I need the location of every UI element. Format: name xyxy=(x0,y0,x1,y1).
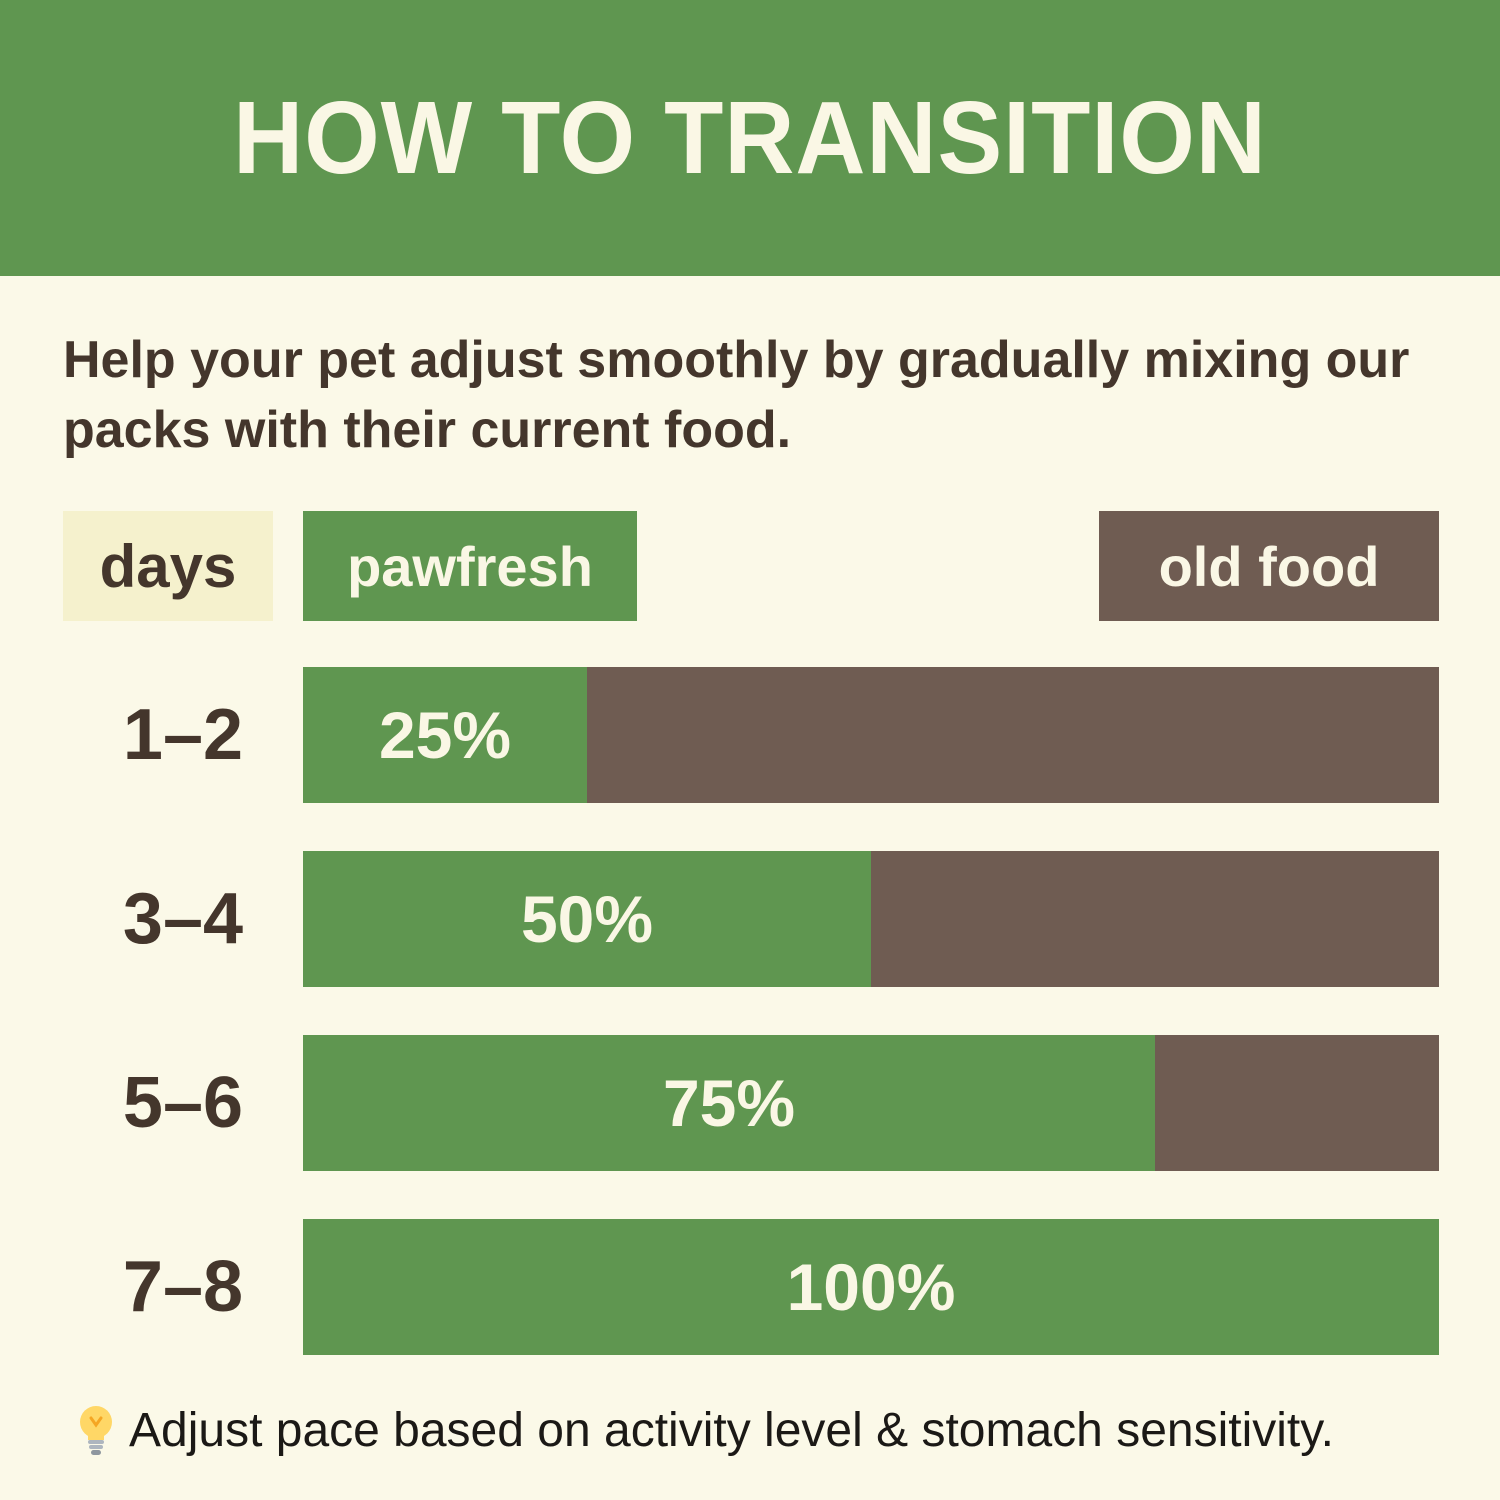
page-title: HOW TO TRANSITION xyxy=(233,79,1267,196)
transition-row: 1–2 25% xyxy=(63,667,1439,804)
pawfresh-bar-segment: 75% xyxy=(303,1035,1155,1172)
oldfood-bar-segment: 100% xyxy=(303,1219,1439,1356)
pawfresh-bar-segment: 25% xyxy=(303,667,587,804)
day-range-label: 7–8 xyxy=(122,1247,244,1328)
transition-row: 7–8 100% xyxy=(63,1219,1439,1356)
oldfood-bar-segment: 50% xyxy=(303,851,1439,988)
footer-note: Adjust pace based on activity level & st… xyxy=(73,1403,1439,1458)
oldfood-bar-segment: 25% xyxy=(303,667,1439,804)
header-band: HOW TO TRANSITION xyxy=(0,0,1500,276)
legend-pawfresh-label: pawfresh xyxy=(347,534,593,598)
pawfresh-bar-segment: 100% xyxy=(303,1219,1439,1356)
legend-row: days pawfresh old food xyxy=(63,511,1439,622)
footer-note-text: Adjust pace based on activity level & st… xyxy=(129,1404,1335,1458)
percent-label: 100% xyxy=(786,1250,956,1325)
percent-label: 50% xyxy=(520,882,654,957)
lightbulb-icon xyxy=(80,1405,112,1455)
legend-pawfresh-badge: pawfresh xyxy=(303,511,637,622)
transition-row: 3–4 50% xyxy=(63,851,1439,988)
legend-oldfood-label: old food xyxy=(1158,534,1380,598)
transition-row: 5–6 75% xyxy=(63,1035,1439,1172)
legend-spacer xyxy=(637,511,1099,621)
legend-days-label: days xyxy=(99,532,237,600)
pawfresh-bar-segment: 50% xyxy=(303,851,871,988)
day-range-label: 3–4 xyxy=(122,879,244,960)
oldfood-bar-segment: 75% xyxy=(303,1035,1439,1172)
subtitle: Help your pet adjust smoothly by gradual… xyxy=(63,331,1410,459)
percent-label: 25% xyxy=(378,698,512,773)
content-area: Help your pet adjust smoothly by gradual… xyxy=(0,326,1500,1458)
percent-label: 75% xyxy=(662,1066,796,1141)
day-range-label: 1–2 xyxy=(122,695,244,776)
day-range-label: 5–6 xyxy=(122,1063,244,1144)
legend-days-badge: days xyxy=(63,511,273,622)
transition-chart: 1–2 25% 3–4 50% 5–6 75% xyxy=(63,667,1439,1356)
legend-oldfood-badge: old food xyxy=(1099,511,1439,622)
